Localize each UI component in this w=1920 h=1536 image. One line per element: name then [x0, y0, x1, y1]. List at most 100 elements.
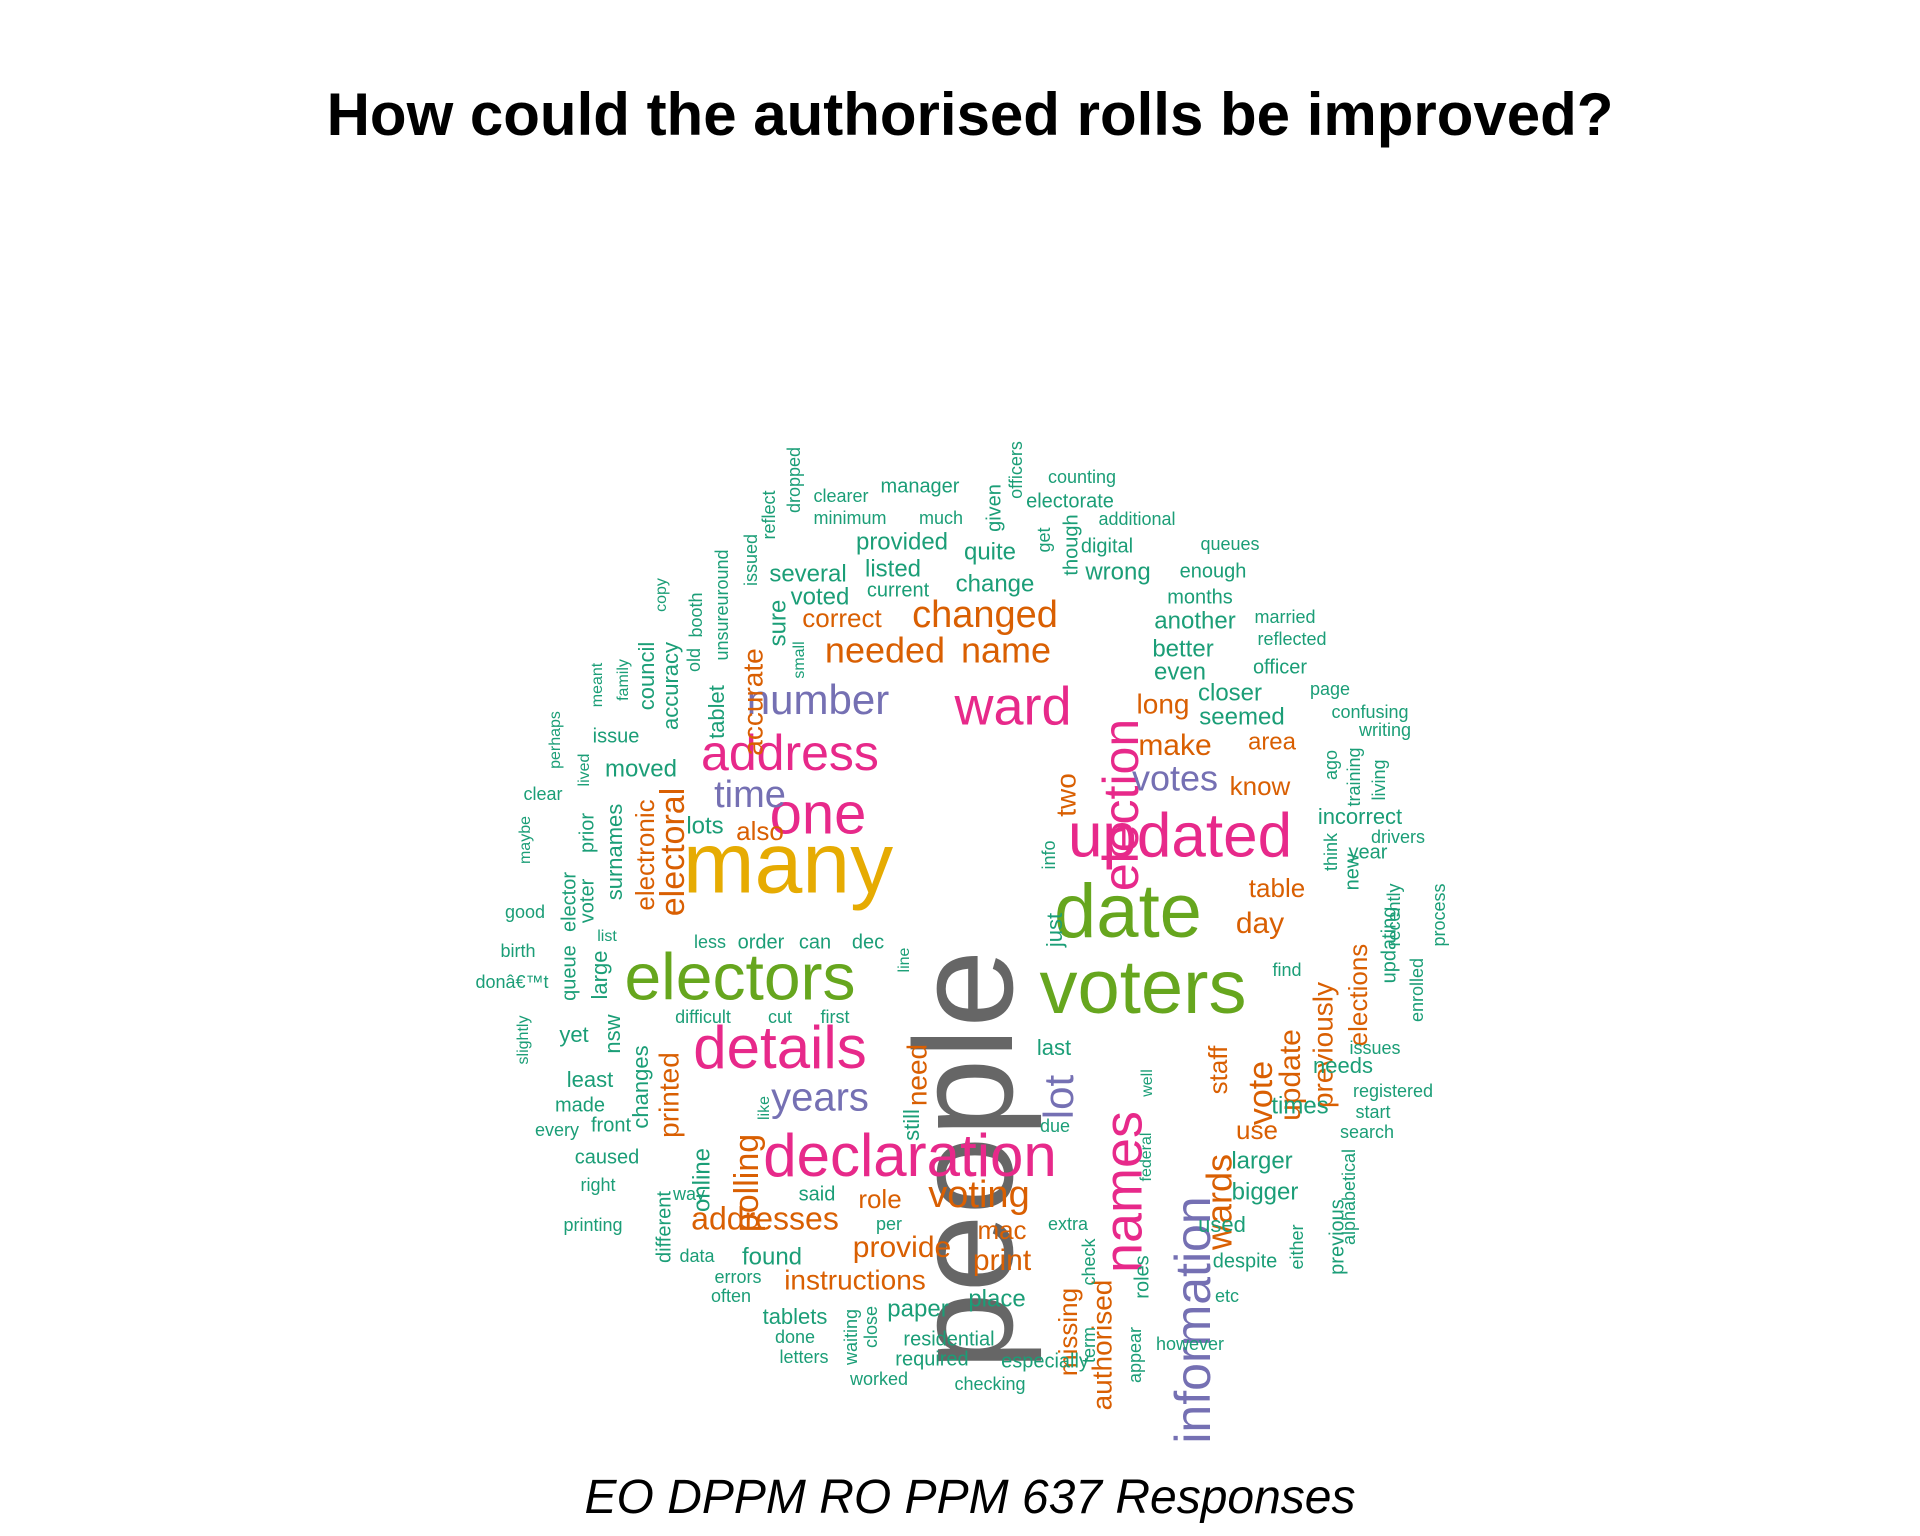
word-front: front	[591, 1114, 631, 1136]
word-issue: issue	[593, 725, 640, 747]
word-training: training	[1344, 747, 1364, 806]
word-electorate: electorate	[1026, 490, 1114, 512]
word-unsureuround: unsureuround	[712, 549, 732, 660]
word-previously: previously	[1307, 982, 1338, 1108]
word-queue: queue	[558, 945, 580, 1001]
word-ward: ward	[953, 676, 1071, 736]
word-declaration: declaration	[763, 1122, 1057, 1189]
word-year: year	[1349, 841, 1388, 863]
word-meant: meant	[589, 662, 606, 707]
word-place: place	[968, 1285, 1025, 1312]
word-wards: wards	[1199, 1154, 1240, 1251]
word-needed: needed	[825, 630, 945, 671]
word-electoral: electoral	[654, 788, 692, 917]
word-used: used	[1198, 1212, 1246, 1237]
word-often: often	[711, 1286, 751, 1306]
word-minimum: minimum	[813, 508, 886, 528]
word-closer: closer	[1198, 679, 1262, 706]
word-months: months	[1167, 586, 1233, 608]
word-role: role	[858, 1184, 901, 1214]
word-listed: listed	[865, 555, 921, 582]
word-electronic: electronic	[630, 799, 660, 910]
word-accuracy: accuracy	[658, 642, 683, 730]
word-married: married	[1254, 607, 1315, 627]
word-another: another	[1154, 607, 1235, 634]
word-given: given	[983, 484, 1005, 532]
word-years: years	[771, 1076, 869, 1120]
word-living: living	[1369, 759, 1389, 800]
word-digital: digital	[1081, 535, 1133, 557]
word-order: order	[738, 931, 785, 953]
word-also: also	[736, 816, 784, 846]
word-officer: officer	[1253, 656, 1307, 678]
word-voter: voter	[576, 878, 598, 923]
word-paper: paper	[887, 1295, 948, 1322]
word-drivers: drivers	[1371, 827, 1425, 847]
word-sure: sure	[764, 600, 791, 647]
word-check: check	[1079, 1237, 1099, 1285]
word-even: even	[1154, 658, 1206, 685]
word-enrolled: enrolled	[1407, 958, 1427, 1022]
word-reflected: reflected	[1257, 629, 1326, 649]
word-reflect: reflect	[759, 490, 779, 539]
word-officers: officers	[1006, 441, 1026, 499]
word-number: number	[747, 676, 889, 723]
word-need: need	[901, 1044, 932, 1106]
word-elections: elections	[1343, 944, 1373, 1047]
word-lot: lot	[1035, 1074, 1082, 1119]
word-done: done	[775, 1327, 815, 1347]
word-get: get	[1034, 527, 1054, 552]
word-vote: vote	[1242, 1061, 1280, 1125]
word-votes: votes	[1132, 758, 1218, 799]
word-due: due	[1040, 1116, 1070, 1136]
word-close: close	[861, 1306, 881, 1348]
word-yet: yet	[559, 1022, 588, 1047]
word-details: details	[693, 1014, 866, 1081]
word-name: name	[961, 630, 1051, 671]
word-missing: missing	[1053, 1288, 1083, 1376]
word-new: new	[1341, 853, 1363, 890]
word-dec: dec	[852, 931, 884, 953]
word-printing: printing	[563, 1215, 622, 1235]
word-checking: checking	[954, 1374, 1025, 1394]
word-seemed: seemed	[1199, 703, 1284, 730]
word-nsw: nsw	[600, 1014, 625, 1053]
word-one: one	[770, 781, 867, 846]
word-find: find	[1272, 960, 1301, 980]
word-family: family	[615, 659, 632, 701]
word-council: council	[634, 642, 659, 710]
word-clearer: clearer	[813, 486, 868, 506]
word-mac: mac	[977, 1215, 1026, 1245]
word-current: current	[867, 579, 930, 601]
word-required: required	[895, 1348, 968, 1370]
word-online: online	[688, 1148, 715, 1212]
word-per: per	[876, 1214, 902, 1234]
word-like: like	[756, 1096, 773, 1120]
word-letters: letters	[779, 1347, 828, 1367]
word-appear: appear	[1125, 1327, 1145, 1383]
word-copy: copy	[653, 578, 670, 612]
word-lived: lived	[576, 754, 593, 787]
word-well: well	[1139, 1069, 1156, 1098]
word-last: last	[1037, 1035, 1071, 1060]
word-change: change	[956, 570, 1035, 597]
word-provide: provide	[853, 1231, 951, 1264]
word-voted: voted	[791, 583, 850, 610]
word-found: found	[742, 1243, 802, 1270]
word-especially: especially	[1001, 1350, 1089, 1372]
word-made: made	[555, 1094, 605, 1116]
word-people: people	[885, 950, 1042, 1370]
word-know: know	[1230, 771, 1291, 801]
chart-title: How could the authorised rolls be improv…	[326, 81, 1614, 148]
word-queues: queues	[1200, 534, 1259, 554]
word-residential: residential	[903, 1328, 994, 1350]
word-birth: birth	[500, 941, 535, 961]
word-first: first	[821, 1007, 850, 1027]
word-cut: cut	[768, 1007, 792, 1027]
word-errors: errors	[714, 1267, 761, 1287]
word-better: better	[1152, 635, 1213, 662]
word-least: least	[567, 1067, 613, 1092]
word-date: date	[1054, 869, 1202, 954]
word-updating: updating	[1378, 907, 1400, 984]
word-ago: ago	[1321, 750, 1341, 780]
